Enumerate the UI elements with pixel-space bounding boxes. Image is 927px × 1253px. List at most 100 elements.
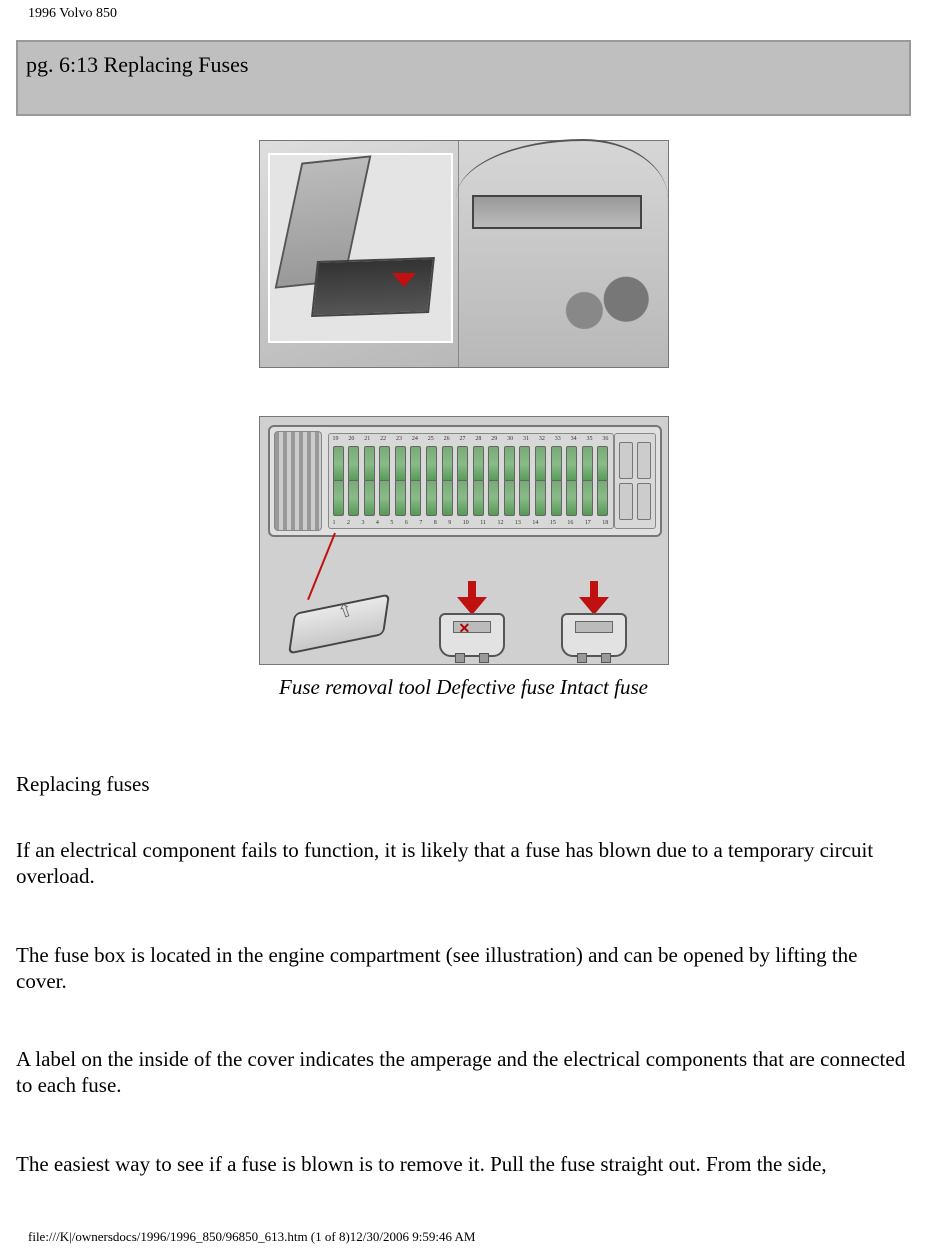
fuse-number: 16 [567, 520, 573, 526]
fuse-slot [519, 446, 530, 482]
fuse-number: 2 [347, 520, 350, 526]
fuse-slot [426, 446, 437, 482]
fuse-row-top [333, 446, 609, 482]
fuse-slot [379, 446, 390, 482]
footer-path: file:///K|/ownersdocs/1996/1996_850/9685… [28, 1229, 927, 1245]
fuse-numbers-bottom: 123456789101112131415161718 [333, 520, 609, 526]
fuse-slot [504, 446, 515, 482]
figures-container: 192021222324252627282930313233343536 123… [0, 140, 927, 748]
fuse-number: 33 [555, 436, 561, 442]
fuse-slot [519, 480, 530, 516]
fuse-number: 21 [364, 436, 370, 442]
broken-x-icon: ✕ [459, 621, 471, 638]
fuse-row-bottom [333, 480, 609, 516]
fuse-slot [395, 480, 406, 516]
fuse-number: 31 [523, 436, 529, 442]
big-slot [637, 442, 651, 479]
fuse-slot [426, 480, 437, 516]
fuse-slot [535, 446, 546, 482]
fuse-number: 19 [333, 436, 339, 442]
fuse-number: 15 [550, 520, 556, 526]
fuse-legs [455, 653, 489, 663]
figure-caption: Fuse removal tool Defective fuse Intact … [279, 675, 648, 700]
fuse-slot [504, 480, 515, 516]
page-title: pg. 6:13 Replacing Fuses [26, 52, 901, 78]
fuse-slot [488, 480, 499, 516]
fuse-panel: 192021222324252627282930313233343536 123… [268, 425, 662, 537]
fuse-number: 10 [463, 520, 469, 526]
fuse-number: 4 [376, 520, 379, 526]
fuse-number: 25 [428, 436, 434, 442]
fuse-number: 14 [532, 520, 538, 526]
fuse-number: 27 [460, 436, 466, 442]
fuse-number: 29 [491, 436, 497, 442]
intact-fuse [557, 587, 631, 657]
fuse-number: 30 [507, 436, 513, 442]
fuse-slot [364, 480, 375, 516]
paragraph: The easiest way to see if a fuse is blow… [16, 1151, 911, 1177]
figure-fuse-panel: 192021222324252627282930313233343536 123… [259, 416, 669, 665]
fuse-number: 7 [419, 520, 422, 526]
fuse-slot [566, 480, 577, 516]
fuse-slot [333, 446, 344, 482]
fig1-fusebox-closed [472, 195, 642, 229]
down-arrow-icon [579, 581, 609, 615]
page-header: 1996 Volvo 850 [0, 0, 927, 28]
fuse-slot [348, 480, 359, 516]
fuse-slot [473, 446, 484, 482]
fuse-number: 9 [448, 520, 451, 526]
figure-engine-compartment [259, 140, 669, 368]
fuse-legs [577, 653, 611, 663]
fuse-panel-right [614, 433, 656, 529]
paragraph: A label on the inside of the cover indic… [16, 1046, 911, 1099]
paragraph: If an electrical component fails to func… [16, 837, 911, 890]
fuse-number: 35 [587, 436, 593, 442]
fuse-number: 1 [333, 520, 336, 526]
fuse-slot [410, 480, 421, 516]
fuse-number: 6 [405, 520, 408, 526]
fuse-number: 20 [348, 436, 354, 442]
big-slot [637, 483, 651, 520]
big-slot [619, 483, 633, 520]
fuse-slot [551, 480, 562, 516]
defective-fuse: ✕ [435, 587, 509, 657]
fuse-number: 22 [380, 436, 386, 442]
title-box: pg. 6:13 Replacing Fuses [16, 40, 911, 116]
fuse-slot [333, 480, 344, 516]
fuse-window [575, 621, 613, 633]
fuse-slot [395, 446, 406, 482]
fig1-arrow-icon [388, 247, 420, 292]
down-arrow-icon [457, 581, 487, 615]
fuse-number: 26 [444, 436, 450, 442]
fuse-numbers-top: 192021222324252627282930313233343536 [333, 436, 609, 442]
section-title: Replacing fuses [16, 772, 911, 797]
fuse-slot [582, 446, 593, 482]
fuse-number: 5 [390, 520, 393, 526]
fuse-slot [442, 480, 453, 516]
fuse-rows: 192021222324252627282930313233343536 123… [328, 433, 614, 529]
fuse-number: 12 [497, 520, 503, 526]
fuse-slot [551, 446, 562, 482]
fuse-number: 3 [361, 520, 364, 526]
fuse-number: 18 [602, 520, 608, 526]
fuse-slot [410, 446, 421, 482]
fuse-number: 13 [515, 520, 521, 526]
fuse-panel-relays [274, 431, 322, 531]
fuse-slot [535, 480, 546, 516]
fuse-slot [597, 480, 608, 516]
fig1-inset [268, 153, 453, 343]
fuse-slot [442, 446, 453, 482]
fuse-number: 17 [585, 520, 591, 526]
fuse-number: 28 [475, 436, 481, 442]
fuse-shape [561, 613, 627, 657]
paragraph: The fuse box is located in the engine co… [16, 942, 911, 995]
fuse-slot [348, 446, 359, 482]
fuse-number: 34 [571, 436, 577, 442]
fuse-slot [597, 446, 608, 482]
fuse-removal-tool: ⇧ [280, 587, 400, 655]
fuse-number: 8 [434, 520, 437, 526]
fuse-slot [379, 480, 390, 516]
fuse-number: 24 [412, 436, 418, 442]
fuse-number: 36 [602, 436, 608, 442]
fuse-number: 23 [396, 436, 402, 442]
